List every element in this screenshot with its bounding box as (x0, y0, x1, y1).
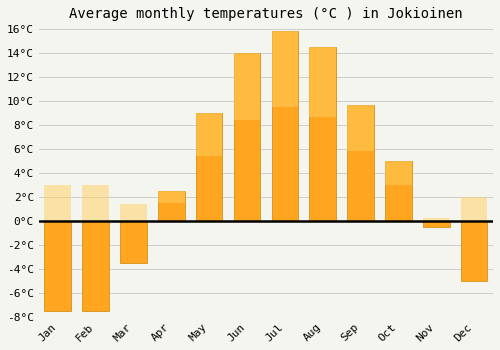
Bar (310, 47, 336, 221)
Title: Average monthly temperatures (°C ) in Jokioinen: Average monthly temperatures (°C ) in Jo… (69, 7, 462, 21)
Bar (348, 105, 374, 151)
Bar (158, 191, 184, 203)
Bar (423, 218, 450, 221)
Bar (82, 221, 109, 311)
Bar (120, 204, 146, 221)
Bar (385, 161, 411, 221)
Bar (234, 53, 260, 120)
Bar (44, 221, 71, 311)
Bar (385, 161, 411, 185)
Bar (348, 105, 374, 221)
Bar (234, 53, 260, 221)
Bar (120, 221, 146, 263)
Bar (196, 113, 222, 156)
Bar (423, 221, 450, 227)
Bar (44, 185, 71, 221)
Bar (82, 185, 109, 221)
Bar (196, 113, 222, 221)
Bar (461, 221, 487, 281)
Bar (310, 47, 336, 117)
Bar (158, 191, 184, 221)
Bar (461, 197, 487, 221)
Bar (272, 32, 298, 107)
Bar (272, 32, 298, 221)
